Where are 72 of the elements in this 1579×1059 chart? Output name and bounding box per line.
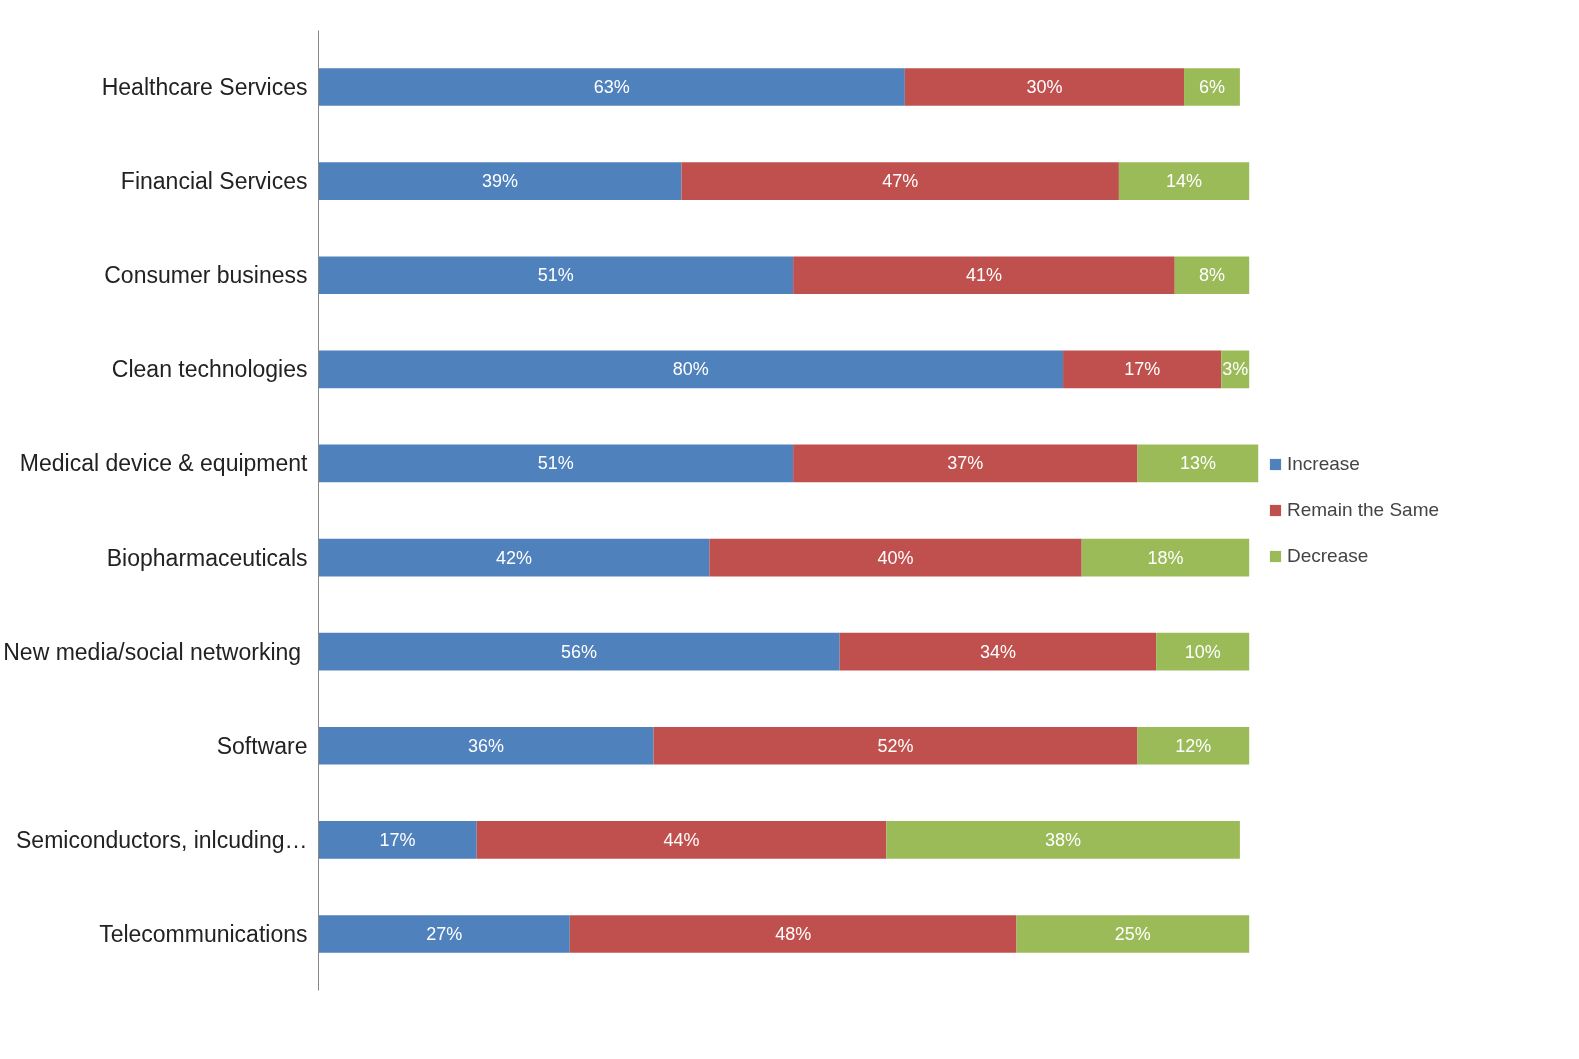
y-tick-label: Medical device & equipment (19, 450, 309, 477)
data-label: 44% (663, 829, 700, 850)
bar (318, 444, 794, 483)
y-tick-label: Biopharmaceuticals (106, 544, 308, 571)
legend-label: Increase (1287, 453, 1360, 475)
bar (1081, 538, 1250, 577)
data-label: 39% (481, 171, 518, 192)
data-label: 17% (379, 829, 416, 850)
data-label: 63% (593, 76, 630, 97)
bar (1156, 632, 1250, 671)
bar (1137, 726, 1250, 765)
bar (1118, 162, 1250, 200)
bar (793, 256, 1175, 295)
data-label: 40% (877, 547, 914, 568)
y-tick-label: Software (216, 732, 308, 759)
legend-label: Remain the Same (1287, 499, 1440, 521)
bar (318, 821, 477, 859)
bar (793, 444, 1138, 483)
data-label: 3% (1222, 359, 1249, 380)
bar (681, 162, 1119, 200)
data-label: 51% (537, 453, 574, 474)
bar (318, 538, 710, 577)
bar (318, 632, 840, 671)
legend-label: Decrease (1287, 545, 1369, 567)
data-label: 51% (537, 265, 574, 286)
y-tick-label: New media/social networking (3, 638, 302, 665)
data-label: 36% (468, 735, 505, 756)
y-tick-label: Healthcare Services (101, 73, 308, 100)
bar (318, 68, 905, 106)
data-label: 56% (561, 641, 598, 662)
data-label: 6% (1198, 76, 1225, 97)
bar (318, 162, 682, 200)
data-label: 48% (775, 924, 812, 945)
bar (1137, 444, 1259, 483)
bar (653, 726, 1138, 765)
bar (318, 915, 570, 953)
data-label: 12% (1175, 735, 1212, 756)
data-label: 30% (1026, 76, 1063, 97)
y-tick-label: Consumer business (104, 262, 308, 289)
bar (839, 632, 1157, 671)
data-label: 27% (426, 924, 463, 945)
bar (318, 350, 1064, 389)
bar (476, 821, 887, 859)
bar (318, 256, 794, 295)
bar (318, 726, 654, 765)
y-tick-label: Financial Services (120, 168, 308, 195)
data-label: 37% (947, 453, 984, 474)
bar (1016, 915, 1250, 953)
data-label: 38% (1045, 829, 1082, 850)
data-label: 17% (1124, 359, 1161, 380)
data-label: 52% (877, 735, 914, 756)
data-label: 80% (672, 359, 709, 380)
data-label: 47% (882, 171, 919, 192)
y-tick-label: Semiconductors, inlcuding… (16, 826, 308, 853)
data-label: 18% (1147, 547, 1184, 568)
y-tick-label: Clean technologies (111, 356, 308, 383)
data-label: 41% (965, 265, 1002, 286)
data-label: 13% (1179, 453, 1217, 474)
data-label: 34% (979, 641, 1016, 662)
bar (1174, 256, 1250, 295)
bar (886, 821, 1240, 859)
bar (709, 538, 1082, 577)
data-label: 25% (1114, 924, 1151, 945)
data-label: 42% (495, 547, 532, 568)
data-label: 8% (1198, 265, 1225, 286)
bar (904, 68, 1185, 106)
bar (569, 915, 1017, 953)
bar (1063, 350, 1222, 389)
y-tick-label: Telecommunications (99, 921, 308, 948)
data-label: 10% (1184, 641, 1221, 662)
bar (1184, 68, 1240, 106)
data-label: 14% (1166, 171, 1203, 192)
